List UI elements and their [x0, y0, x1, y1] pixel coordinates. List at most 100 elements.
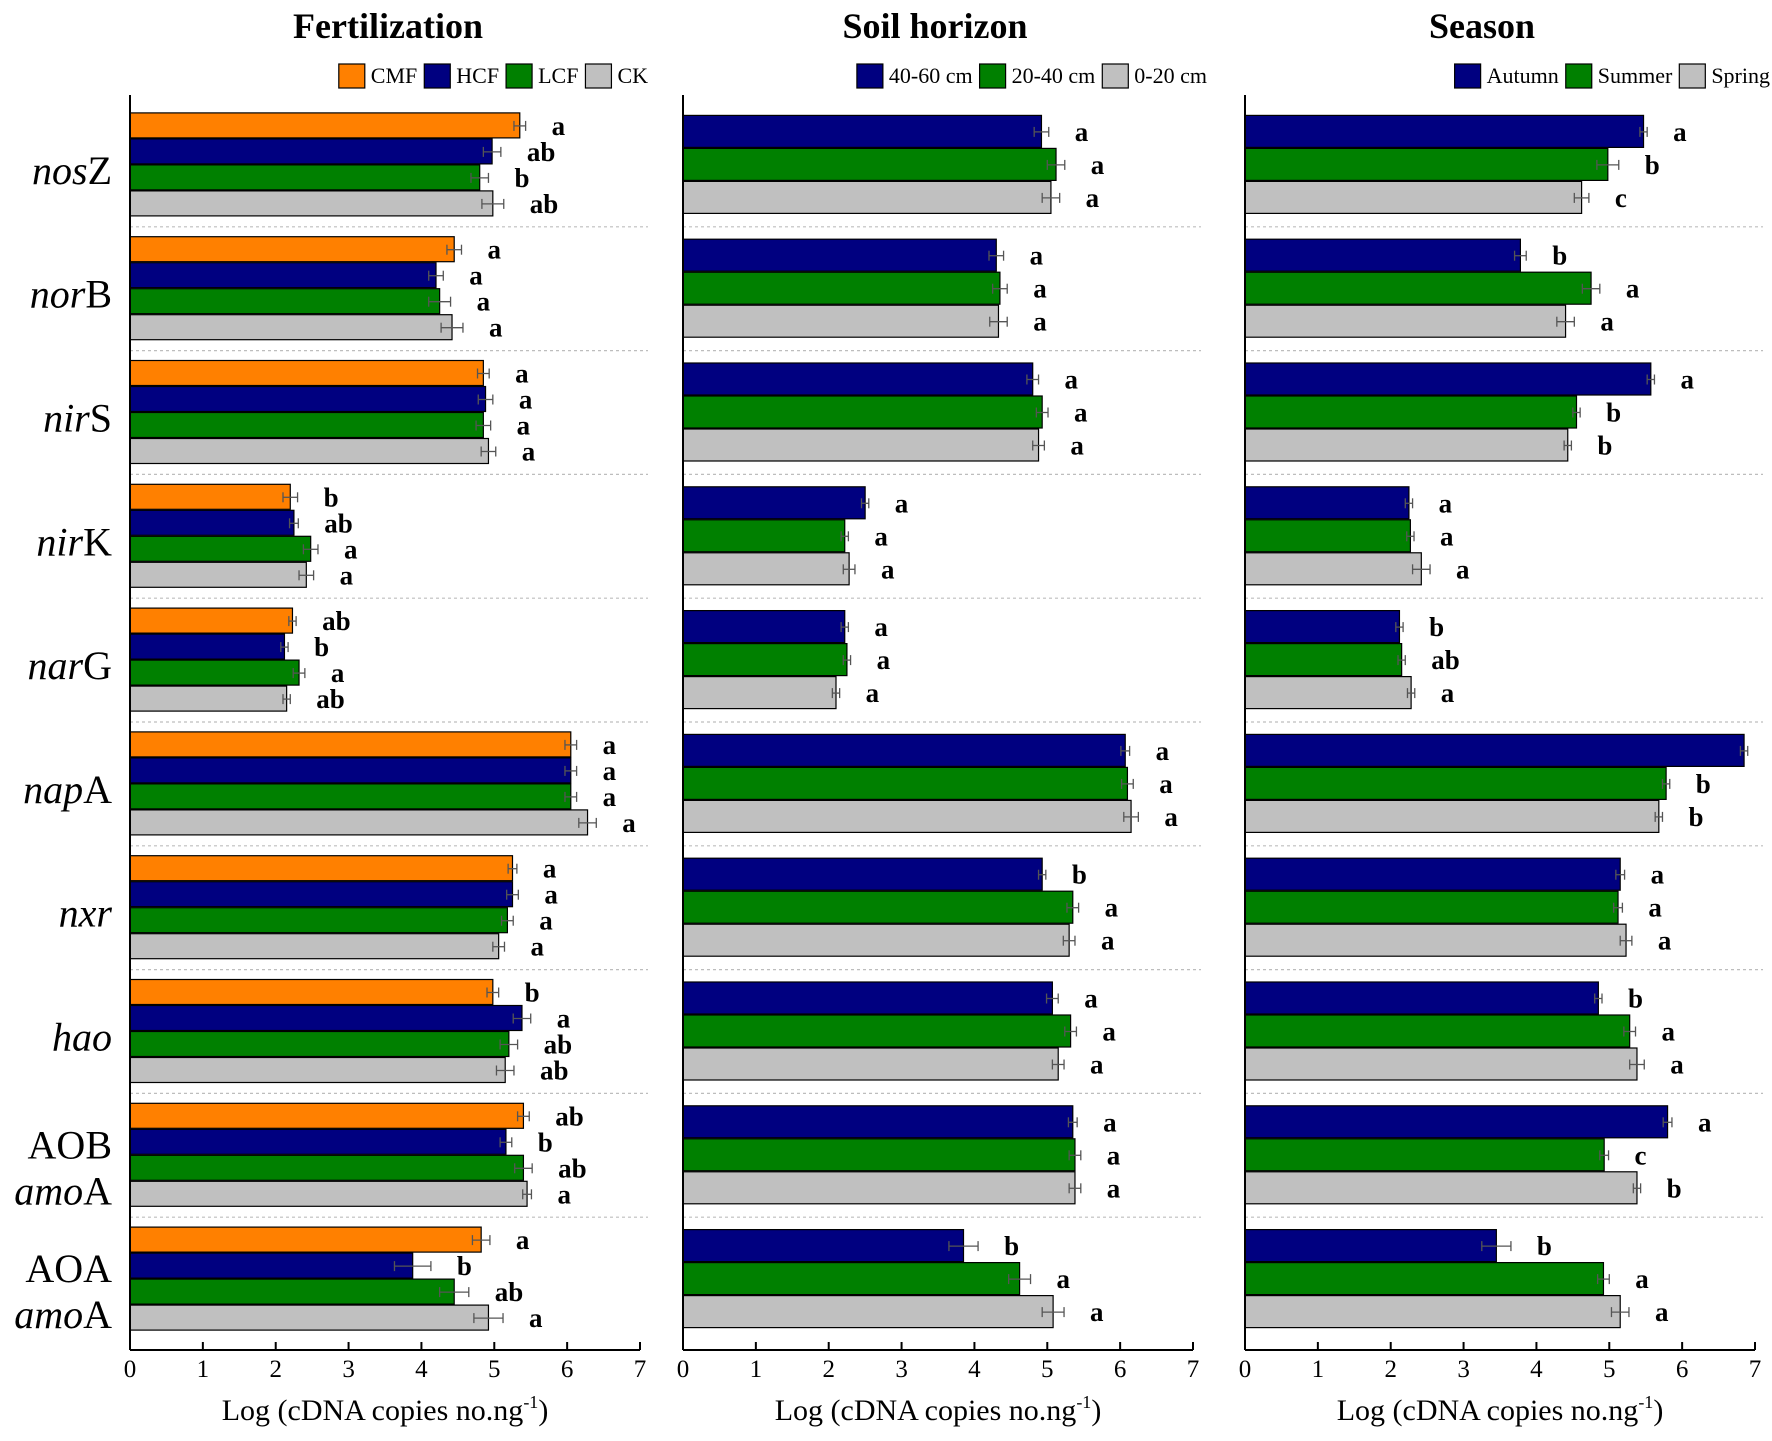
x-tick-label: 2: [1384, 1356, 1397, 1383]
bar: [129, 855, 514, 882]
significance-label: a: [1070, 431, 1084, 461]
significance-label: ab: [544, 1030, 573, 1060]
bar: [682, 799, 1132, 834]
significance-label: a: [881, 554, 895, 584]
significance-label: b: [1429, 612, 1444, 642]
significance-label: a: [603, 756, 617, 786]
bar: [129, 809, 589, 836]
gene-label-text: norB: [30, 272, 112, 317]
gene-plain: A: [83, 1292, 112, 1337]
significance-label: ab: [540, 1056, 569, 1086]
bar: [129, 1278, 455, 1305]
significance-label: a: [515, 359, 529, 389]
bar: [129, 685, 288, 712]
significance-label: a: [1626, 274, 1640, 304]
bar: [1244, 799, 1660, 834]
significance-label: a: [622, 808, 636, 838]
legend-label: Spring: [1711, 63, 1770, 88]
gene-label-text: nosZ: [32, 148, 112, 193]
bar: [1244, 395, 1578, 429]
bar: [682, 923, 1070, 957]
bar: [129, 783, 572, 810]
significance-label: ab: [316, 684, 345, 714]
bar: [1244, 1014, 1631, 1048]
legend-swatch: [1678, 63, 1706, 89]
bar: [1244, 552, 1422, 586]
bar: [129, 262, 437, 289]
bar: [682, 428, 1040, 462]
x-tick-label: 6: [561, 1356, 574, 1383]
bar: [1244, 304, 1567, 338]
bar: [129, 1030, 510, 1058]
significance-label: a: [1648, 893, 1662, 923]
bar: [682, 552, 850, 586]
bar: [129, 483, 291, 510]
chart-panel-3: SeasonAutumnSummerSpringabaabaababbabaab…: [1239, 6, 1770, 1427]
bar: [129, 757, 572, 784]
bar: [682, 1138, 1076, 1172]
legend-swatch: [505, 63, 533, 89]
significance-label: b: [1645, 150, 1660, 180]
gene-plain: K: [83, 519, 112, 564]
legend-label: 0-20 cm: [1134, 63, 1207, 88]
legend-swatch: [1454, 63, 1482, 89]
x-tick-label: 1: [1312, 1356, 1325, 1383]
x-tick-label: 6: [1676, 1356, 1689, 1383]
bar: [682, 857, 1043, 891]
gene-label: hao: [52, 1015, 112, 1060]
significance-label: a: [874, 612, 888, 642]
significance-label: a: [1075, 117, 1089, 147]
significance-label: a: [539, 906, 553, 936]
significance-label: a: [1680, 365, 1694, 395]
bar: [129, 933, 500, 960]
x-tick-label: 3: [342, 1356, 355, 1383]
significance-label: b: [1606, 398, 1621, 428]
significance-label: a: [1439, 488, 1453, 518]
significance-label: a: [1600, 307, 1614, 337]
x-axis-label: Log (cDNA copies no.ng-1): [775, 1392, 1102, 1427]
gene-label-line2: amoA: [14, 1292, 112, 1337]
bar: [129, 659, 300, 686]
significance-label: a: [1033, 274, 1047, 304]
bar: [129, 437, 490, 465]
bar: [129, 1154, 525, 1181]
bar: [129, 1304, 490, 1331]
significance-label: a: [1103, 1107, 1117, 1137]
legend-label: 20-40 cm: [1012, 63, 1096, 88]
legend-label: LCF: [538, 63, 578, 88]
legend-swatch: [1101, 63, 1129, 89]
bar: [1244, 180, 1583, 214]
gene-label: napA: [23, 767, 112, 812]
significance-label: ab: [530, 189, 559, 219]
bar: [129, 1004, 523, 1032]
bar: [129, 978, 494, 1006]
gene-italic: amo: [14, 1292, 83, 1337]
gene-label: nirK: [36, 519, 112, 564]
bar: [129, 1128, 507, 1155]
x-axis-label-sup: -1: [1638, 1392, 1653, 1412]
gene-italic: nir: [43, 396, 90, 441]
gene-plain: Z: [88, 148, 112, 193]
gene-label: narG: [28, 643, 112, 688]
bar: [682, 1014, 1072, 1048]
significance-label: b: [1004, 1231, 1019, 1261]
gene-italic: nor: [30, 272, 86, 317]
significance-label: a: [344, 534, 358, 564]
x-tick-label: 0: [677, 1356, 690, 1383]
bar: [1244, 114, 1645, 149]
bar: [682, 1294, 1054, 1329]
significance-label: a: [603, 782, 617, 812]
legend-swatch: [978, 63, 1007, 89]
x-axis-label-main: Log (cDNA copies no.ng: [222, 1394, 524, 1427]
legend-label: HCF: [456, 63, 499, 88]
bar: [129, 1180, 528, 1207]
bar: [129, 190, 494, 217]
significance-label: a: [1698, 1107, 1712, 1137]
bar: [129, 509, 295, 536]
x-tick-label: 5: [1041, 1356, 1054, 1383]
significance-label: a: [522, 437, 536, 467]
bar: [129, 112, 521, 139]
significance-label: a: [1074, 398, 1088, 428]
significance-label: a: [557, 1004, 571, 1034]
significance-label: a: [530, 932, 544, 962]
